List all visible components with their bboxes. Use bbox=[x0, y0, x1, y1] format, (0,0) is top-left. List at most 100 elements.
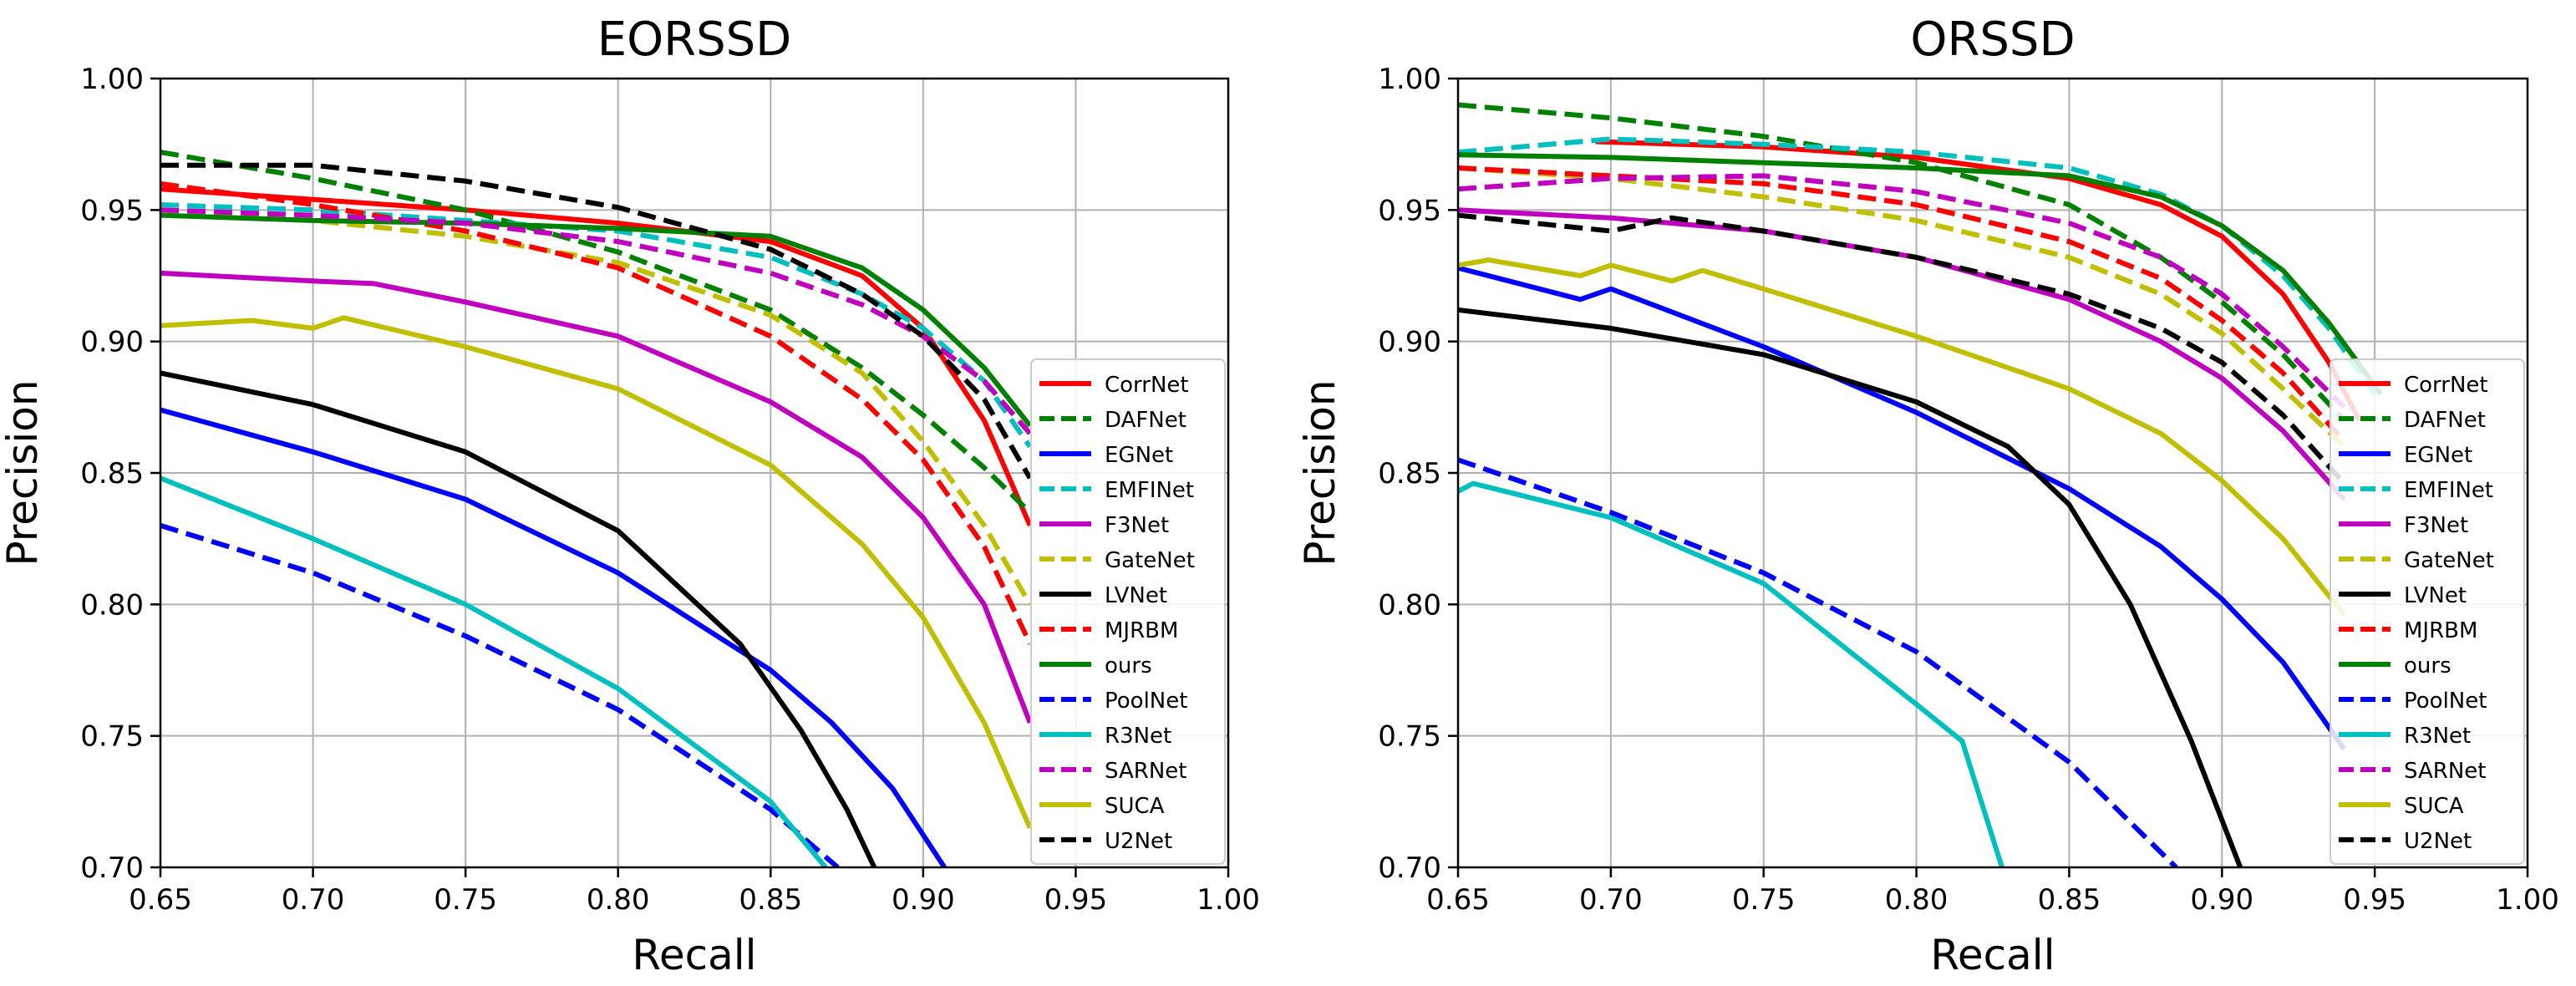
series-line-dafnet bbox=[160, 150, 1032, 515]
series-group bbox=[160, 150, 1033, 867]
x-tick-label: 0.75 bbox=[1732, 883, 1796, 917]
legend-label: SARNet bbox=[1105, 759, 1186, 784]
series-line-gatenet bbox=[1458, 165, 2346, 449]
legend-item-mjrbm: MJRBM bbox=[2339, 618, 2477, 643]
x-tick-label: 0.75 bbox=[434, 883, 497, 917]
legend-item-f3net: F3Net bbox=[1039, 513, 1169, 538]
series-line-sarnet bbox=[1458, 173, 2346, 409]
legend-label: U2Net bbox=[1105, 829, 1172, 854]
legend-label: GateNet bbox=[1105, 548, 1195, 573]
y-tick-label: 0.90 bbox=[1378, 326, 1441, 359]
legend-label: CorrNet bbox=[1105, 373, 1189, 398]
legend-item-u2net: U2Net bbox=[1039, 829, 1172, 854]
series-line-ours bbox=[160, 212, 1033, 428]
legend-item-lvnet: LVNet bbox=[1039, 583, 1167, 608]
y-axis-label: Precision bbox=[1296, 379, 1344, 566]
legend-label: PoolNet bbox=[2404, 689, 2487, 714]
y-tick-label: 0.80 bbox=[1378, 588, 1441, 622]
legend-box bbox=[1030, 358, 1226, 865]
legend-label: ours bbox=[1105, 653, 1152, 679]
legend-item-poolnet: PoolNet bbox=[1039, 689, 1187, 714]
legend-item-corrnet: CorrNet bbox=[1039, 373, 1189, 398]
y-tick-label: 0.75 bbox=[1378, 720, 1441, 754]
legend-label: GateNet bbox=[2404, 548, 2494, 573]
series-line-u2net bbox=[160, 162, 1033, 480]
legend-label: U2Net bbox=[2404, 829, 2472, 854]
chart-eorssd: 0.65 0.70 0.75 0.80 0.85 0.90 0.95 1.000.700.75… bbox=[0, 13, 1260, 979]
legend-label: SARNet bbox=[2404, 759, 2486, 784]
legend-label: PoolNet bbox=[1105, 689, 1187, 714]
series-line-r3net bbox=[1458, 480, 2004, 867]
series-line-mjrbm bbox=[1458, 165, 2346, 444]
y-tick-label: 1.00 bbox=[80, 63, 144, 96]
x-tick-label: 0.80 bbox=[587, 883, 650, 917]
legend-item-emfinet: EMFINet bbox=[1039, 478, 1194, 503]
x-axis-label: Recall bbox=[1930, 931, 2055, 979]
x-tick-label: 0.65 bbox=[129, 883, 192, 917]
x-tick-label: 1.00 bbox=[2496, 883, 2559, 917]
series-line-corrnet bbox=[160, 186, 1033, 527]
legend-label: DAFNet bbox=[1105, 408, 1186, 433]
legend-item-ours: ours bbox=[1039, 653, 1152, 679]
series-line-suca bbox=[160, 315, 1033, 829]
legend-item-dafnet: DAFNet bbox=[2339, 408, 2486, 433]
legend-item-sarnet: SARNet bbox=[2339, 759, 2486, 784]
x-tick-label: 0.95 bbox=[1044, 883, 1108, 917]
y-tick-label: 0.75 bbox=[80, 720, 144, 754]
legend-label: CorrNet bbox=[2404, 373, 2488, 398]
legend: CorrNet DAFNet EGNet EMFINet F3Net GateNet LVN… bbox=[1030, 358, 1226, 865]
series-line-corrnet bbox=[1595, 139, 2362, 422]
x-tick-label: 0.70 bbox=[1579, 883, 1643, 917]
x-tick-label: 0.65 bbox=[1426, 883, 1490, 917]
legend-item-gatenet: GateNet bbox=[2339, 548, 2494, 573]
y-tick-label: 0.70 bbox=[1378, 851, 1441, 885]
legend-label: R3Net bbox=[2404, 724, 2471, 749]
x-tick-label: 0.90 bbox=[892, 883, 955, 917]
chart-title: EORSSD bbox=[597, 13, 792, 67]
x-tick-label: 0.95 bbox=[2343, 883, 2406, 917]
legend-item-suca: SUCA bbox=[1039, 794, 1165, 819]
series-line-egnet bbox=[160, 407, 947, 867]
x-tick-label: 0.80 bbox=[1885, 883, 1949, 917]
legend-box bbox=[2330, 358, 2525, 865]
series-line-egnet bbox=[1458, 265, 2347, 751]
legend-item-egnet: EGNet bbox=[1039, 443, 1173, 468]
legend-item-gatenet: GateNet bbox=[1039, 548, 1195, 573]
legend-item-suca: SUCA bbox=[2339, 794, 2464, 819]
x-tick-label: 0.85 bbox=[2038, 883, 2101, 917]
y-tick-label: 0.80 bbox=[80, 588, 144, 622]
legend-label: F3Net bbox=[1105, 513, 1169, 538]
y-tick-label: 0.70 bbox=[80, 851, 144, 885]
legend-item-egnet: EGNet bbox=[2339, 443, 2472, 468]
legend: CorrNet DAFNet EGNet EMFINet F3Net GateNet LVN… bbox=[2330, 358, 2525, 865]
series-line-sarnet bbox=[160, 207, 1032, 435]
y-axis-label: Precision bbox=[0, 379, 47, 566]
legend-label: EMFINet bbox=[2404, 478, 2493, 503]
series-line-poolnet bbox=[160, 523, 840, 867]
series-line-lvnet bbox=[1458, 307, 2243, 867]
x-tick-label: 0.90 bbox=[2190, 883, 2253, 917]
series-line-f3net bbox=[160, 270, 1033, 724]
chart-orssd: 0.65 0.70 0.75 0.80 0.85 0.90 0.95 1.000.700.75… bbox=[1296, 13, 2559, 979]
legend-label: SUCA bbox=[1105, 794, 1165, 819]
x-tick-label: 0.70 bbox=[282, 883, 345, 917]
x-axis-label: Recall bbox=[632, 931, 756, 979]
legend-label: EGNet bbox=[1105, 443, 1173, 468]
legend-item-r3net: R3Net bbox=[1039, 724, 1171, 749]
legend-item-lvnet: LVNet bbox=[2339, 583, 2467, 608]
legend-item-dafnet: DAFNet bbox=[1039, 408, 1186, 433]
series-line-emfinet bbox=[1458, 136, 2377, 396]
y-tick-label: 0.95 bbox=[1378, 194, 1441, 227]
legend-item-sarnet: SARNet bbox=[1039, 759, 1186, 784]
chart-title: ORSSD bbox=[1910, 13, 2075, 67]
series-line-dafnet bbox=[1458, 102, 2346, 423]
legend-label: MJRBM bbox=[1105, 618, 1178, 643]
series-line-lvnet bbox=[160, 370, 877, 867]
series-line-r3net bbox=[160, 475, 828, 867]
legend-item-poolnet: PoolNet bbox=[2339, 689, 2487, 714]
legend-item-r3net: R3Net bbox=[2339, 724, 2471, 749]
series-line-mjrbm bbox=[160, 180, 1033, 645]
legend-label: DAFNet bbox=[2404, 408, 2486, 433]
legend-label: MJRBM bbox=[2404, 618, 2477, 643]
